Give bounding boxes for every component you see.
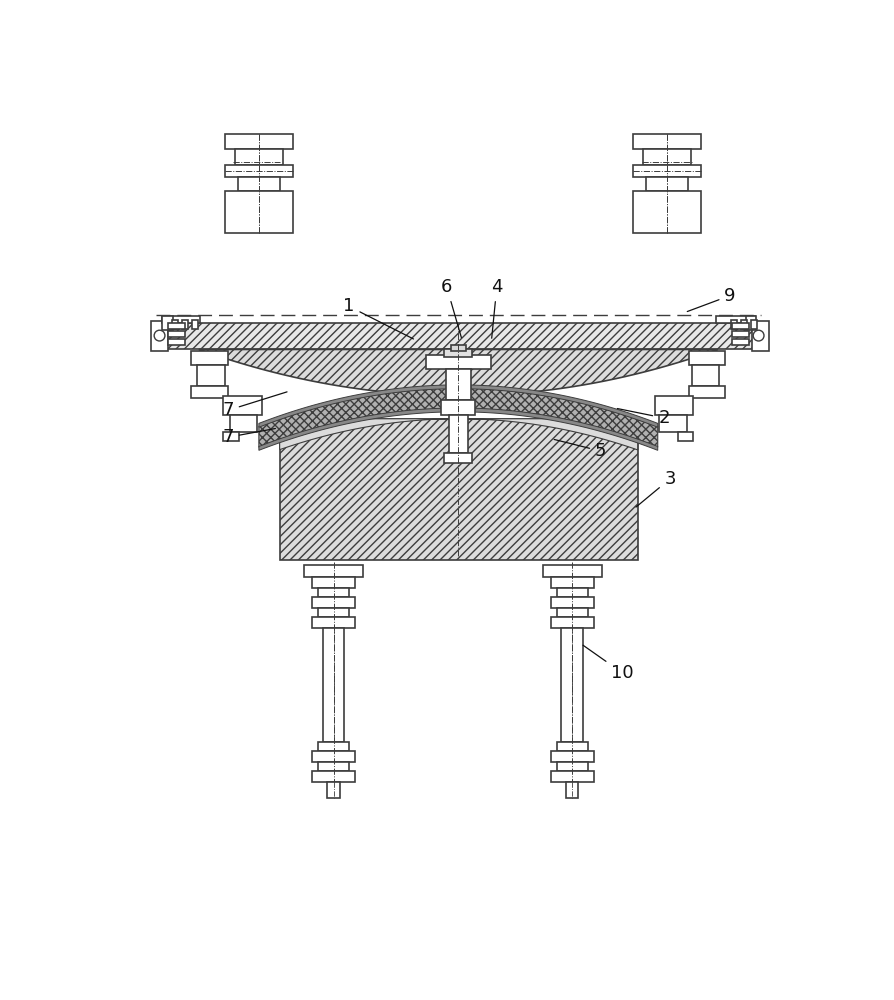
Text: 9: 9 (687, 287, 735, 312)
Bar (162, 316, 173, 330)
Bar (566, 782, 578, 798)
Bar (317, 588, 349, 597)
Bar (444, 349, 472, 357)
Bar (172, 320, 178, 329)
Text: 1: 1 (343, 297, 413, 339)
Bar (556, 588, 587, 597)
Bar (691, 365, 719, 386)
Bar (304, 565, 362, 577)
Bar (224, 191, 292, 233)
Bar (230, 415, 257, 432)
Bar (317, 608, 349, 617)
Text: 5: 5 (553, 439, 606, 460)
Bar (235, 149, 283, 165)
Bar (191, 320, 198, 329)
Polygon shape (198, 349, 717, 396)
Bar (643, 149, 690, 165)
Polygon shape (258, 408, 657, 450)
Bar (543, 565, 601, 577)
Bar (556, 762, 587, 771)
Bar (445, 369, 470, 400)
Bar (279, 419, 637, 560)
Bar (654, 396, 692, 415)
Bar (151, 321, 168, 351)
Bar (224, 134, 292, 149)
Bar (550, 597, 593, 608)
Bar (162, 323, 754, 349)
Bar (168, 331, 185, 337)
Bar (730, 331, 747, 337)
Text: 6: 6 (441, 278, 461, 338)
Bar (715, 316, 754, 323)
Bar (441, 400, 475, 415)
Bar (556, 742, 587, 751)
Text: 2: 2 (617, 409, 669, 427)
Bar (730, 323, 747, 329)
Text: 7: 7 (222, 392, 287, 419)
Bar (632, 134, 700, 149)
Bar (730, 339, 747, 345)
Bar (317, 742, 349, 751)
Text: 3: 3 (636, 470, 675, 507)
Bar (550, 751, 593, 762)
Bar (238, 177, 279, 191)
Bar (561, 628, 582, 742)
Bar (168, 339, 185, 345)
Bar (181, 320, 188, 329)
Bar (312, 751, 355, 762)
Polygon shape (279, 419, 637, 450)
Bar (444, 453, 472, 463)
Text: 10: 10 (582, 645, 633, 682)
Bar (677, 432, 692, 441)
Polygon shape (258, 388, 657, 447)
Bar (645, 177, 687, 191)
Bar (632, 191, 700, 233)
Bar (224, 165, 292, 177)
Bar (751, 321, 768, 351)
Bar (317, 762, 349, 771)
Bar (687, 386, 725, 398)
Bar (632, 165, 700, 177)
Bar (659, 415, 687, 432)
Text: 7: 7 (222, 428, 275, 446)
Bar (191, 386, 228, 398)
Bar (750, 320, 756, 329)
Bar (168, 323, 185, 329)
Circle shape (154, 330, 164, 341)
Bar (687, 351, 725, 365)
Bar (449, 415, 467, 453)
Bar (312, 577, 355, 588)
Bar (162, 316, 200, 323)
Bar (550, 577, 593, 588)
Bar (745, 316, 755, 330)
Bar (312, 617, 355, 628)
Bar (740, 320, 746, 329)
Bar (730, 320, 737, 329)
Bar (450, 345, 466, 351)
Circle shape (753, 330, 763, 341)
Bar (550, 771, 593, 782)
Bar (550, 617, 593, 628)
Text: 4: 4 (491, 278, 502, 338)
Bar (556, 608, 587, 617)
Polygon shape (258, 385, 657, 427)
Bar (191, 351, 228, 365)
Bar (323, 628, 344, 742)
Bar (197, 365, 224, 386)
Bar (224, 396, 262, 415)
Bar (312, 597, 355, 608)
Bar (426, 355, 490, 369)
Bar (224, 432, 239, 441)
Bar (327, 782, 340, 798)
Bar (312, 771, 355, 782)
